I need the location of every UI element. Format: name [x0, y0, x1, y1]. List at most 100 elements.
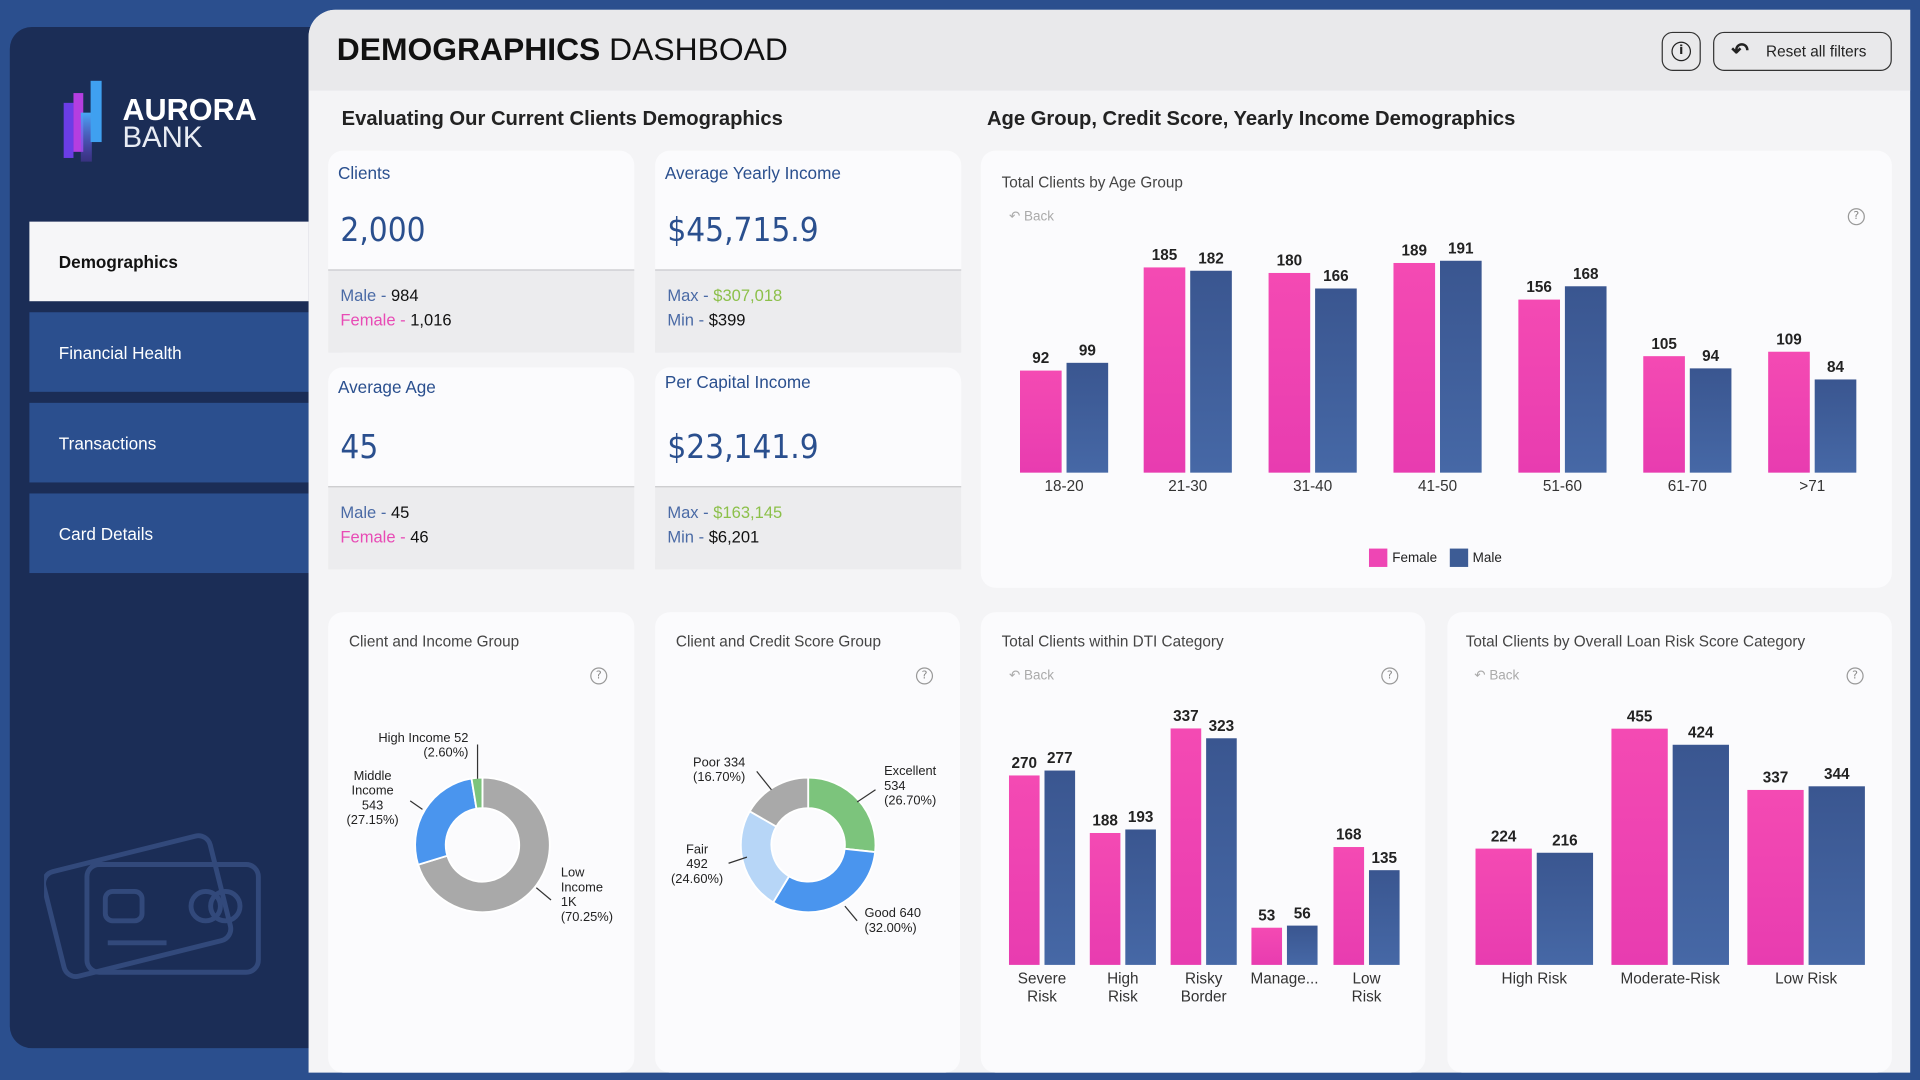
income-group-card: [328, 612, 635, 1073]
donut-slice-good: [771, 847, 877, 914]
bar-male[interactable]: [1440, 260, 1482, 473]
bar-male[interactable]: [1814, 379, 1857, 473]
kpi-sub-value: $163,145: [713, 503, 783, 522]
bar-female[interactable]: [1768, 351, 1810, 473]
data-label: 94: [1702, 348, 1720, 365]
bar-male[interactable]: [1044, 770, 1076, 965]
kpi-card: Average Yearly Income $45,715.9 Max - $3…: [655, 150, 962, 353]
bar-female[interactable]: [1475, 848, 1532, 965]
sidebar-item-card-details[interactable]: Card Details: [29, 493, 309, 574]
bar-female[interactable]: [1268, 272, 1311, 473]
title-light: DASHBOAD: [609, 30, 788, 68]
bar-male[interactable]: [1564, 286, 1607, 473]
kpi-key: Female: [340, 311, 396, 330]
back-button[interactable]: ↶ Back: [1474, 668, 1520, 684]
data-label: 92: [1032, 350, 1049, 367]
data-label: 216: [1552, 832, 1578, 849]
kpi-label: Per Capital Income: [664, 372, 811, 392]
x-tick-label: Low Risk: [1775, 970, 1837, 987]
info-button[interactable]: i: [1661, 31, 1701, 72]
bar-female[interactable]: [1170, 728, 1202, 965]
bar-female[interactable]: [1747, 789, 1804, 965]
chart-title: Client and Income Group: [348, 633, 520, 651]
donut-data-label: Middle Income 543 (27.15%): [346, 768, 399, 828]
donut-slice-excellent: [807, 776, 877, 854]
x-tick-label: Severe: [1018, 970, 1066, 987]
data-label: 109: [1776, 331, 1802, 348]
bar-female[interactable]: [1643, 356, 1685, 473]
data-label: 337: [1173, 708, 1199, 725]
bar-female[interactable]: [1020, 370, 1062, 473]
sidebar-item-financial-health[interactable]: Financial Health: [29, 312, 309, 392]
bar-female[interactable]: [1333, 847, 1365, 965]
x-tick-label: 41-50: [1418, 478, 1457, 495]
kpi-label: Average Age: [337, 377, 436, 397]
page-title: DEMOGRAPHICS DASHBOAD: [337, 31, 788, 69]
data-label: 105: [1651, 336, 1677, 353]
bar-male[interactable]: [1672, 744, 1729, 965]
data-label: 191: [1448, 240, 1474, 257]
help-icon[interactable]: ?: [1381, 667, 1399, 685]
bar-male[interactable]: [1066, 362, 1109, 473]
data-label: 168: [1336, 827, 1362, 844]
bar-male[interactable]: [1808, 786, 1865, 965]
kpi-value: 2,000: [340, 211, 426, 250]
kpi-key: Male: [340, 503, 377, 522]
data-label: 344: [1824, 766, 1850, 783]
bar-male[interactable]: [1190, 270, 1232, 473]
x-tick-label: Risk: [1352, 989, 1382, 1006]
help-icon[interactable]: ?: [590, 667, 608, 685]
x-tick-label: Risk: [1108, 989, 1138, 1006]
back-button[interactable]: ↶ Back: [1008, 668, 1054, 684]
bar-male[interactable]: [1125, 829, 1156, 965]
bar-male[interactable]: [1368, 870, 1400, 965]
donut-slice-middle-income: [414, 777, 478, 866]
data-label: 168: [1573, 266, 1599, 283]
x-tick-label: >71: [1799, 478, 1825, 495]
sidebar-item-transactions[interactable]: Transactions: [29, 402, 309, 483]
kpi-sub-value: 984: [390, 286, 419, 305]
data-label: 277: [1047, 750, 1073, 767]
back-button[interactable]: ↶ Back: [1008, 209, 1054, 225]
bar-female[interactable]: [1611, 728, 1668, 965]
bar-female[interactable]: [1251, 927, 1283, 965]
kpi-value: 45: [340, 428, 379, 467]
leader-line: [728, 856, 748, 864]
donut-data-label: Poor 334 (16.70%): [693, 755, 746, 785]
legend-male[interactable]: Male: [1449, 548, 1502, 567]
data-label: 53: [1258, 907, 1275, 924]
data-label: 188: [1092, 813, 1118, 830]
data-label: 323: [1209, 718, 1235, 735]
bar-female[interactable]: [1143, 267, 1186, 473]
bar-female[interactable]: [1089, 832, 1121, 965]
undo-arrow-icon: ↶: [1731, 39, 1749, 63]
donut-data-label: Low Income 1K (70.25%): [560, 865, 613, 925]
x-tick-label: 18-20: [1045, 478, 1084, 495]
bar-female[interactable]: [1008, 775, 1040, 965]
bar-female[interactable]: [1518, 299, 1561, 473]
data-label: 156: [1526, 279, 1552, 296]
kpi-value: $45,715.9: [667, 211, 819, 250]
bar-male[interactable]: [1315, 288, 1357, 473]
help-icon[interactable]: ?: [915, 667, 934, 685]
bar-male[interactable]: [1689, 368, 1732, 473]
chart-title: Total Clients by Overall Loan Risk Score…: [1465, 633, 1806, 651]
donut-slice-high-income: [470, 776, 484, 810]
data-label: 56: [1294, 905, 1311, 922]
bar-male[interactable]: [1206, 738, 1237, 965]
bar-male[interactable]: [1286, 925, 1318, 965]
bar-female[interactable]: [1393, 262, 1436, 473]
info-icon: i: [1671, 41, 1692, 62]
kpi-sub-value: $6,201: [708, 527, 760, 547]
bar-male[interactable]: [1536, 852, 1594, 965]
sidebar-item-demographics[interactable]: Demographics: [29, 221, 309, 302]
kpi-sub-value: 1,016: [410, 311, 452, 330]
reset-filters-button[interactable]: ↶ Reset all filters: [1713, 31, 1892, 72]
legend-female[interactable]: Female: [1368, 548, 1437, 567]
header: DEMOGRAPHICS DASHBOAD i ↶ Reset all filte…: [308, 9, 1911, 91]
help-icon[interactable]: ?: [1846, 667, 1864, 685]
data-label: 337: [1763, 770, 1789, 787]
kpi-value: $23,141.9: [667, 428, 819, 467]
help-icon[interactable]: ?: [1847, 208, 1865, 226]
